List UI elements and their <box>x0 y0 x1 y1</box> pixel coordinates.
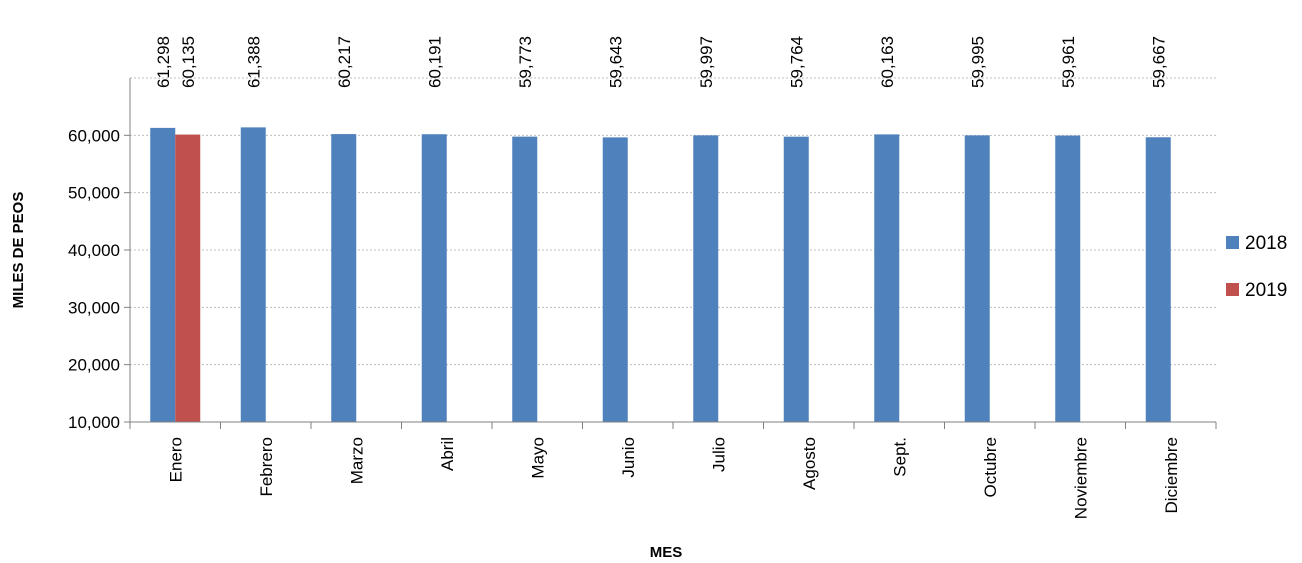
x-tick-label: Noviembre <box>1071 437 1090 519</box>
legend-swatch <box>1226 236 1239 249</box>
bars <box>150 127 1171 423</box>
bar-2019 <box>175 134 201 422</box>
data-label: 60,191 <box>425 36 444 88</box>
bar-2018 <box>1055 135 1081 422</box>
x-tick-label: Febrero <box>257 437 276 497</box>
y-tick-label: 60,000 <box>68 126 120 145</box>
data-label: 59,961 <box>1059 36 1078 88</box>
x-tick-label: Mayo <box>528 437 547 479</box>
y-tick-label: 40,000 <box>68 241 120 260</box>
data-label: 59,667 <box>1149 36 1168 88</box>
x-tick-label: Abril <box>438 437 457 471</box>
bar-2018 <box>331 134 357 422</box>
data-label: 59,643 <box>606 36 625 88</box>
x-axis-title: MES <box>650 544 683 561</box>
data-label: 61,388 <box>244 36 263 88</box>
bar-2018 <box>1145 137 1171 422</box>
legend: 2018 2019 <box>1226 233 1287 301</box>
data-label: 59,764 <box>787 36 806 88</box>
data-label: 59,997 <box>697 36 716 88</box>
bar-2018 <box>150 127 176 422</box>
y-axis-title: MILES DE PEOS <box>10 192 27 309</box>
data-label: 61,298 <box>154 36 173 88</box>
legend-label: 2018 <box>1245 233 1287 254</box>
data-label: 60,163 <box>878 36 897 88</box>
data-label: 59,773 <box>516 36 535 88</box>
x-tick-label: Octubre <box>981 437 1000 497</box>
gridlines <box>130 77 1216 366</box>
bar-2018 <box>240 127 266 423</box>
x-tick-label: Julio <box>709 437 728 472</box>
bar-2018 <box>693 135 719 423</box>
bar-2018 <box>421 134 447 422</box>
x-tick-labels: Enero Febrero Marzo Abril Mayo Junio Julio Agos… <box>166 437 1181 519</box>
x-tick-label: Junio <box>619 437 638 478</box>
x-tick-label: Sept. <box>890 437 909 477</box>
x-tick-label: Diciembre <box>1162 437 1181 514</box>
legend-swatch <box>1226 283 1239 296</box>
x-tick-label: Marzo <box>347 437 366 484</box>
bar-2018 <box>964 135 990 422</box>
bar-2018 <box>874 134 900 422</box>
bar-2018 <box>783 136 809 422</box>
y-tick-label: 20,000 <box>68 356 120 375</box>
axes <box>124 78 1217 429</box>
data-label: 60,217 <box>335 36 354 88</box>
y-tick-label: 10,000 <box>68 413 120 432</box>
legend-label: 2019 <box>1245 280 1287 301</box>
data-label: 59,995 <box>968 36 987 88</box>
data-label: 60,135 <box>179 36 198 88</box>
y-tick-label: 50,000 <box>68 184 120 203</box>
y-tick-label: 30,000 <box>68 298 120 317</box>
x-tick-label: Agosto <box>800 437 819 490</box>
x-tick-label: Enero <box>166 437 185 482</box>
bar-2018 <box>602 137 628 422</box>
y-tick-labels: 10,000 20,000 30,000 40,000 50,000 60,000 <box>68 126 120 432</box>
data-labels: 61,298 60,135 61,388 60,217 60,191 59,773 59,6… <box>154 36 1169 88</box>
bar-2018 <box>512 136 538 422</box>
